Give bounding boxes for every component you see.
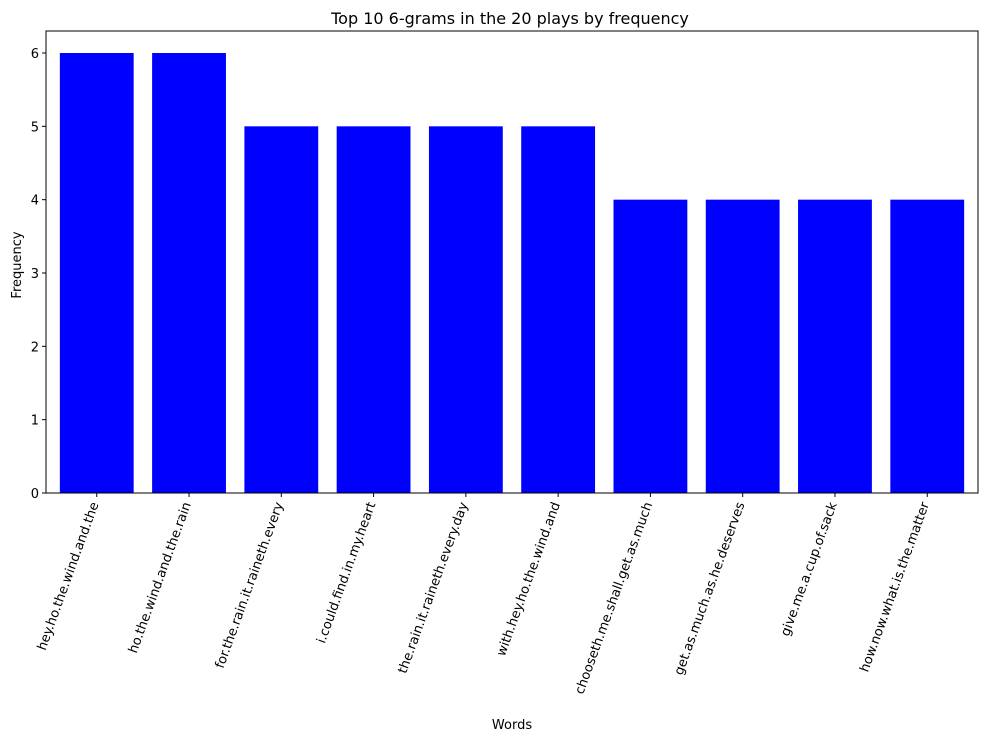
x-axis-label: Words xyxy=(492,718,532,733)
x-tick-label: with.hey.ho.the.wind.and xyxy=(494,500,564,658)
bar xyxy=(152,53,226,493)
x-tick-label: i.could.find.in.my.heart xyxy=(314,500,379,645)
y-axis: 0 1 2 3 4 5 6 xyxy=(31,47,46,502)
y-tick-label: 1 xyxy=(31,414,39,429)
y-tick-label: 2 xyxy=(31,340,39,355)
bar xyxy=(798,199,872,493)
bar xyxy=(244,126,319,493)
x-tick-label: how.now.what.is.the.matter xyxy=(857,500,933,675)
bars-group xyxy=(59,53,965,493)
y-tick-label: 4 xyxy=(31,194,39,209)
x-tick-label: for.the.rain.it.raineth.every xyxy=(213,500,287,671)
bar xyxy=(336,126,411,493)
x-tick-label: get.as.much.as.he.deserves xyxy=(672,500,749,677)
bar xyxy=(705,199,780,493)
y-tick-label: 6 xyxy=(31,47,39,62)
y-tick-label: 5 xyxy=(31,120,39,135)
plot-frame xyxy=(45,30,979,494)
y-tick-label: 3 xyxy=(31,267,39,282)
x-tick-label: ho.the.wind.and.the.rain xyxy=(126,500,195,655)
x-tick-label: chooseth.me.shall.get.as.much xyxy=(573,500,657,696)
chart-title: Top 10 6-grams in the 20 plays by freque… xyxy=(330,9,689,28)
bar xyxy=(521,126,596,493)
x-tick-label: hey.ho.the.wind.and.the xyxy=(35,500,103,652)
bar xyxy=(428,126,503,493)
x-tick-label: give.me.a.cup.of.sack xyxy=(778,500,841,639)
x-tick-label: the.rain.it.raineth.every.day xyxy=(396,500,472,676)
bar xyxy=(890,199,965,493)
y-axis-label: Frequency xyxy=(10,231,25,298)
bar xyxy=(59,53,134,493)
x-axis: hey.ho.the.wind.and.the ho.the.wind.and.t… xyxy=(35,493,933,696)
y-tick-label: 0 xyxy=(31,487,39,502)
bar xyxy=(613,199,688,493)
